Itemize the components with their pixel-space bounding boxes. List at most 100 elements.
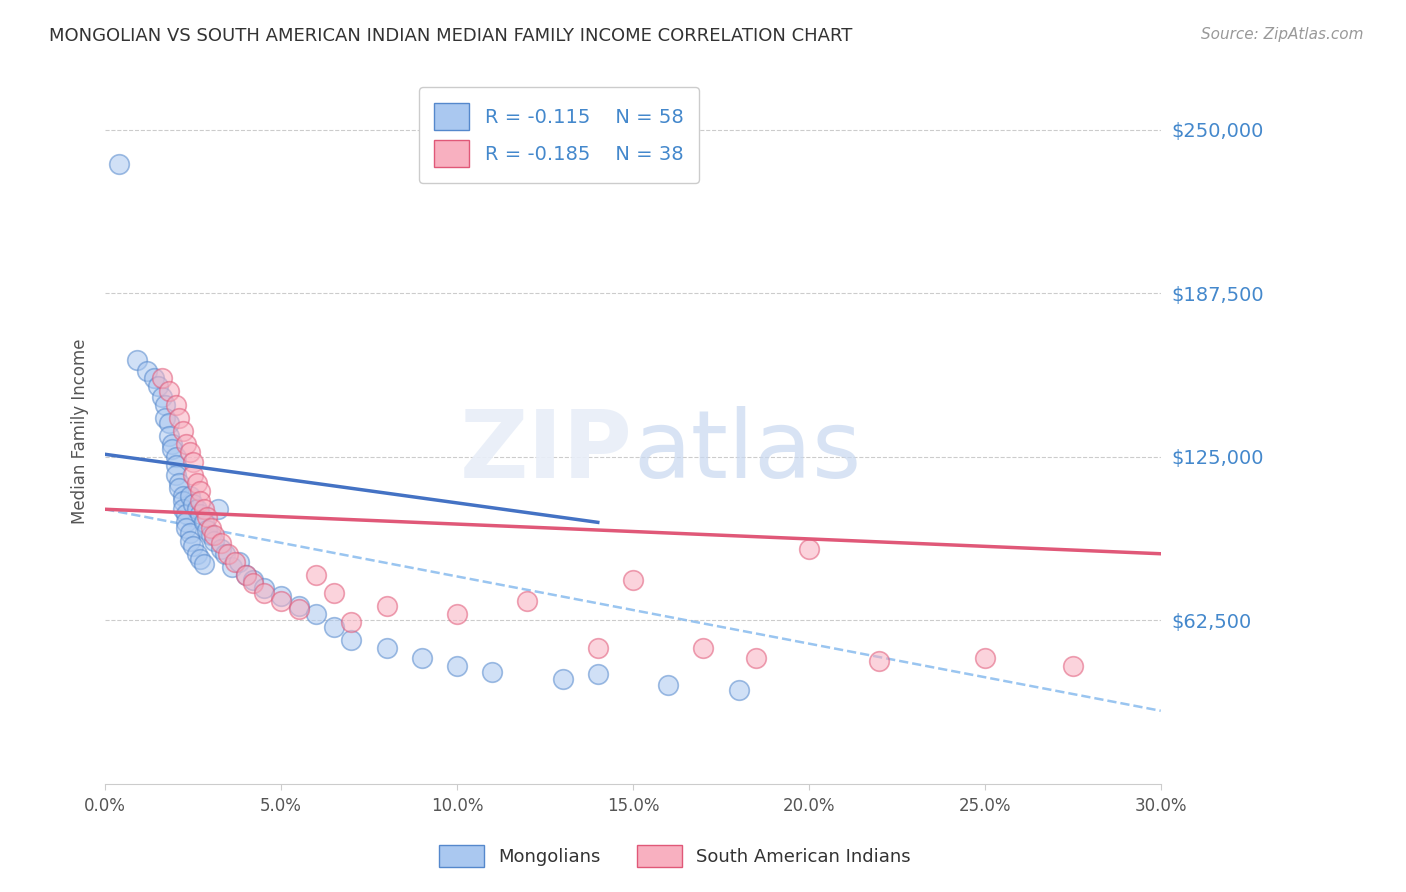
Legend: Mongolians, South American Indians: Mongolians, South American Indians [432, 838, 918, 874]
Point [214, 547, 236, 561]
Point [621, 573, 644, 587]
Point [270, 589, 292, 603]
Point [745, 651, 768, 665]
Point [188, 494, 211, 508]
Point [973, 651, 995, 665]
Point [209, 536, 232, 550]
Point [242, 573, 264, 587]
Point [586, 667, 609, 681]
Point [150, 371, 173, 385]
Point [167, 410, 190, 425]
Point [287, 599, 309, 613]
Text: MONGOLIAN VS SOUTH AMERICAN INDIAN MEDIAN FAMILY INCOME CORRELATION CHART: MONGOLIAN VS SOUTH AMERICAN INDIAN MEDIA… [49, 27, 852, 45]
Point [375, 599, 398, 613]
Point [165, 450, 187, 464]
Point [172, 502, 194, 516]
Point [172, 494, 194, 508]
Point [727, 682, 749, 697]
Point [167, 481, 190, 495]
Point [172, 424, 194, 438]
Point [322, 620, 344, 634]
Point [287, 601, 309, 615]
Point [657, 677, 679, 691]
Point [586, 640, 609, 655]
Point [270, 594, 292, 608]
Point [174, 516, 197, 530]
Point [446, 607, 468, 621]
Y-axis label: Median Family Income: Median Family Income [72, 338, 89, 524]
Point [375, 640, 398, 655]
Point [411, 651, 433, 665]
Point [202, 528, 225, 542]
Point [157, 429, 180, 443]
Point [174, 508, 197, 522]
Point [224, 555, 246, 569]
Point [181, 468, 204, 483]
Point [340, 633, 363, 648]
Text: ZIP: ZIP [460, 406, 633, 498]
Point [252, 581, 274, 595]
Point [181, 497, 204, 511]
Point [193, 502, 215, 516]
Point [150, 390, 173, 404]
Point [209, 541, 232, 556]
Point [165, 398, 187, 412]
Point [165, 458, 187, 472]
Text: atlas: atlas [633, 406, 862, 498]
Point [692, 640, 714, 655]
Point [868, 654, 890, 668]
Point [195, 510, 218, 524]
Point [188, 508, 211, 522]
Point [242, 575, 264, 590]
Point [172, 489, 194, 503]
Point [160, 437, 183, 451]
Point [146, 379, 169, 393]
Point [179, 533, 201, 548]
Point [200, 520, 222, 534]
Point [125, 353, 148, 368]
Point [202, 533, 225, 548]
Point [322, 586, 344, 600]
Point [551, 673, 574, 687]
Point [108, 157, 131, 171]
Point [228, 555, 250, 569]
Point [235, 567, 257, 582]
Point [235, 567, 257, 582]
Point [195, 523, 218, 537]
Point [160, 442, 183, 456]
Point [446, 659, 468, 673]
Legend: R = -0.115    N = 58, R = -0.185    N = 38: R = -0.115 N = 58, R = -0.185 N = 38 [419, 87, 699, 183]
Point [186, 547, 208, 561]
Point [217, 547, 239, 561]
Point [167, 476, 190, 491]
Point [136, 363, 159, 377]
Point [179, 444, 201, 458]
Point [305, 607, 328, 621]
Point [200, 528, 222, 542]
Point [174, 520, 197, 534]
Point [181, 539, 204, 553]
Point [157, 384, 180, 399]
Point [157, 416, 180, 430]
Point [186, 476, 208, 491]
Point [153, 410, 176, 425]
Point [186, 502, 208, 516]
Point [1062, 659, 1084, 673]
Point [516, 594, 538, 608]
Point [188, 552, 211, 566]
Point [207, 502, 229, 516]
Point [193, 516, 215, 530]
Point [143, 371, 166, 385]
Point [174, 437, 197, 451]
Point [188, 483, 211, 498]
Point [179, 489, 201, 503]
Point [181, 455, 204, 469]
Point [797, 541, 820, 556]
Point [153, 398, 176, 412]
Point [179, 525, 201, 540]
Point [252, 586, 274, 600]
Point [221, 559, 243, 574]
Point [193, 558, 215, 572]
Point [340, 615, 363, 629]
Point [165, 468, 187, 483]
